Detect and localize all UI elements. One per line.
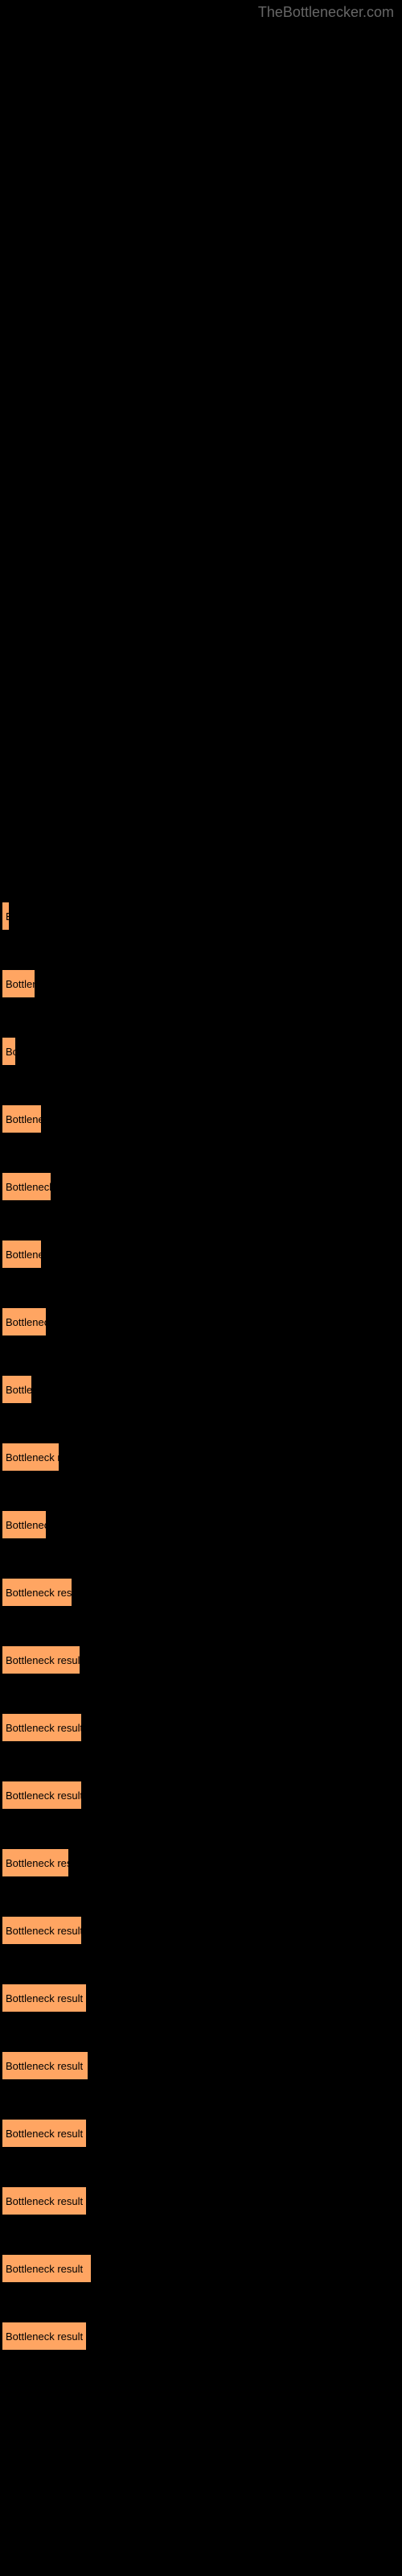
bar-row: B xyxy=(2,902,402,931)
bar-label: Bottleneck r xyxy=(6,1451,59,1463)
chart-bar: Bottleneck res xyxy=(2,1848,69,1877)
bar-row: Bottleneck result xyxy=(2,1713,402,1742)
bar-label: Bottler xyxy=(6,978,35,990)
chart-bar: Bottleneck result xyxy=(2,2119,87,2148)
bar-row: Bottleneck result xyxy=(2,2119,402,2148)
chart-bar: Bottlenec xyxy=(2,1307,47,1336)
bar-label: Bottleneck result xyxy=(6,2330,83,2343)
chart-bar: Bottleneck result xyxy=(2,1916,82,1945)
chart-bar: Bottleneck result xyxy=(2,1781,82,1810)
bar-row: Bottleneck result xyxy=(2,2254,402,2283)
bar-label: Bottlenec xyxy=(6,1316,47,1328)
bar-row: Bottleneck result xyxy=(2,1916,402,1945)
bar-label: Bottleneck res xyxy=(6,1857,69,1869)
chart-bar: Bottleneck xyxy=(2,1172,51,1201)
watermark-text: TheBottlenecker.com xyxy=(258,4,394,21)
bar-row: Bottleneck result xyxy=(2,2051,402,2080)
bar-label: Bo xyxy=(6,1046,16,1058)
chart-bar: Bo xyxy=(2,1037,16,1066)
bar-row: Bottlene xyxy=(2,1240,402,1269)
bar-row: Bottleneck result xyxy=(2,2186,402,2215)
bar-row: Bottleneck resu xyxy=(2,1578,402,1607)
bar-label: Bottleneck result xyxy=(6,1722,82,1734)
bar-row: Bottleneck result xyxy=(2,1645,402,1674)
bar-label: Bottlene xyxy=(6,1249,42,1261)
bar-row: Bottlene xyxy=(2,1104,402,1133)
bar-label: Bottlene xyxy=(6,1113,42,1125)
bar-label: Bottleneck result xyxy=(6,2263,83,2275)
chart-bar: Bottlene xyxy=(2,1104,42,1133)
bar-row: Bottle xyxy=(2,1375,402,1404)
bar-row: Bottleneck res xyxy=(2,1848,402,1877)
bar-row: Bottleneck xyxy=(2,1172,402,1201)
bar-row: Bottlenec xyxy=(2,1307,402,1336)
chart-bar: Bottleneck result xyxy=(2,1984,87,2013)
chart-bar: Bottleneck result xyxy=(2,2322,87,2351)
bar-row: Bottleneck result xyxy=(2,1781,402,1810)
bar-chart: B Bottler Bo Bottlene Bottleneck Bottlene Bott… xyxy=(0,0,402,2351)
bar-label: Bottleneck xyxy=(6,1181,51,1193)
chart-bar: Bottle xyxy=(2,1375,32,1404)
bar-row: Bo xyxy=(2,1037,402,1066)
bar-label: Bottleneck result xyxy=(6,2128,83,2140)
chart-bar: Bottleneck resu xyxy=(2,1578,72,1607)
chart-bar: Bottlenec xyxy=(2,1510,47,1539)
bar-row: Bottleneck r xyxy=(2,1443,402,1472)
chart-bar: Bottleneck r xyxy=(2,1443,59,1472)
bar-label: Bottleneck result xyxy=(6,1925,82,1937)
bar-row: Bottleneck result xyxy=(2,1984,402,2013)
bar-label: Bottleneck result xyxy=(6,2195,83,2207)
bar-label: B xyxy=(6,910,10,923)
bar-row: Bottler xyxy=(2,969,402,998)
chart-bar: Bottlene xyxy=(2,1240,42,1269)
bar-row: Bottlenec xyxy=(2,1510,402,1539)
chart-bar: Bottleneck result xyxy=(2,1645,80,1674)
chart-bar: Bottler xyxy=(2,969,35,998)
bar-label: Bottle xyxy=(6,1384,32,1396)
chart-bar: Bottleneck result xyxy=(2,2051,88,2080)
bar-label: Bottleneck resu xyxy=(6,1587,72,1599)
chart-bar: B xyxy=(2,902,10,931)
bar-row: Bottleneck result xyxy=(2,2322,402,2351)
chart-bar: Bottleneck result xyxy=(2,1713,82,1742)
bar-label: Bottleneck result xyxy=(6,1992,83,2004)
bar-label: Bottleneck result xyxy=(6,2060,83,2072)
chart-bar: Bottleneck result xyxy=(2,2254,92,2283)
bar-label: Bottleneck result xyxy=(6,1790,82,1802)
bar-label: Bottlenec xyxy=(6,1519,47,1531)
bar-label: Bottleneck result xyxy=(6,1654,80,1666)
chart-bar: Bottleneck result xyxy=(2,2186,87,2215)
